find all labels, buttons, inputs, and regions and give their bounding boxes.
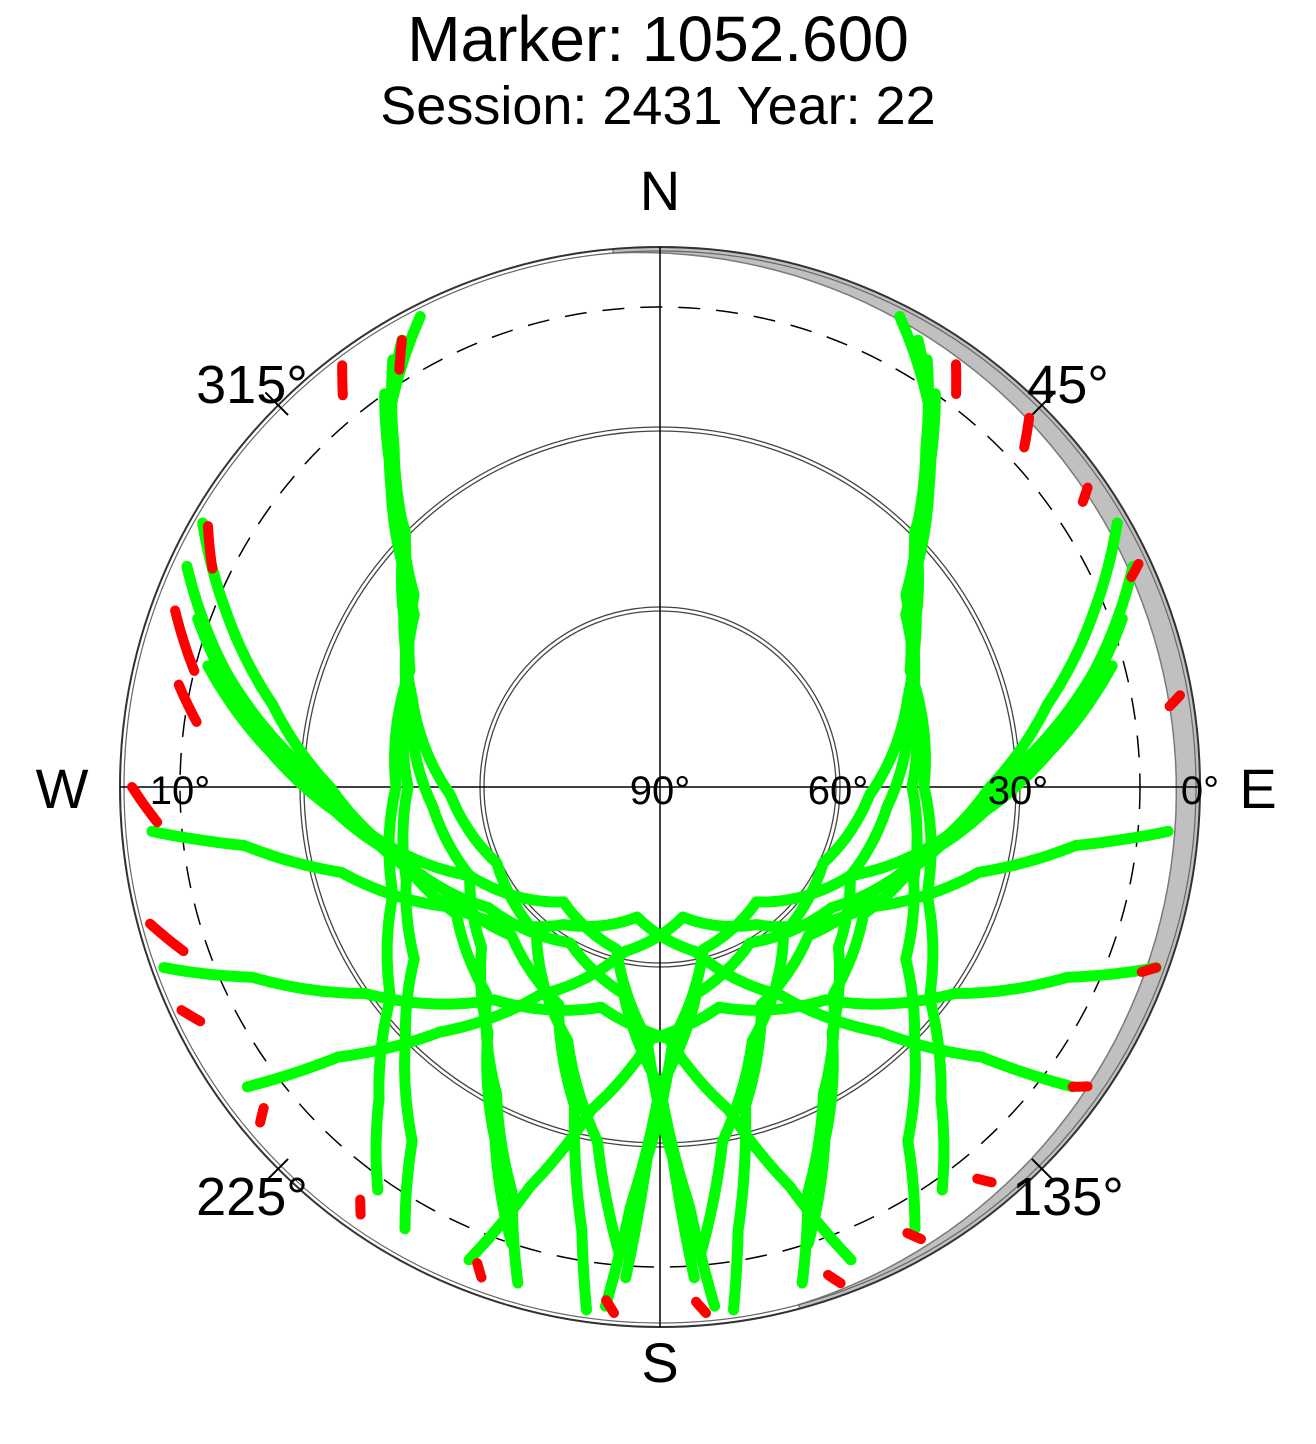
azimuth-label-135: 135°	[1012, 1167, 1124, 1227]
flagged-track-5	[127, 782, 163, 828]
flagged-track-6	[145, 918, 189, 957]
east-label: E	[1239, 757, 1276, 820]
flagged-track-15	[972, 1173, 997, 1188]
flagged-track-16	[902, 1228, 926, 1245]
flagged-track-9	[1019, 412, 1035, 453]
flagged-track-13	[1136, 962, 1162, 977]
azimuth-tick-225	[264, 1158, 289, 1183]
chart-title: Marker: 1052.600	[407, 3, 909, 75]
flagged-track-18	[691, 1296, 711, 1318]
north-label: N	[640, 159, 680, 222]
flagged-track-17	[823, 1269, 846, 1289]
flagged-track-0	[394, 335, 407, 375]
flagged-track-3	[170, 605, 200, 676]
elevation-label-0: 0°	[1181, 769, 1219, 813]
series-tracked	[146, 311, 1174, 1316]
flagged-track-19	[601, 1295, 619, 1318]
elevation-label-90: 90°	[630, 769, 691, 813]
flagged-track-22	[255, 1103, 269, 1128]
tracked-track-16	[146, 825, 1079, 1093]
tracked-track-18	[158, 962, 857, 1266]
flagged-track-10	[1077, 482, 1093, 507]
azimuth-tick-45	[1031, 391, 1056, 416]
flagged-track-4	[173, 679, 202, 727]
satellite-tracks	[127, 311, 1185, 1318]
azimuth-label-315: 315°	[196, 355, 308, 415]
tracked-track-15	[620, 660, 1118, 1284]
tracked-track-17	[241, 825, 1174, 1093]
flagged-track-12	[1164, 690, 1185, 712]
tracked-track-10	[197, 517, 524, 1289]
flagged-track-1	[337, 360, 348, 401]
chart-subtitle: Session: 2431 Year: 22	[380, 76, 936, 136]
flagged-track-20	[472, 1258, 487, 1283]
elevation-label-60: 60°	[808, 769, 869, 813]
flagged-track-11	[1126, 558, 1144, 583]
elevation-label-30: 30°	[988, 769, 1049, 813]
flagged-track-2	[202, 521, 218, 574]
series-flagged	[127, 335, 1185, 1318]
south-label: S	[641, 1331, 678, 1394]
elevation-label-10: 10°	[150, 769, 211, 813]
azimuth-label-225: 225°	[196, 1167, 308, 1227]
tracked-track-14	[796, 517, 1123, 1289]
tracked-track-3	[383, 311, 625, 1259]
azimuth-tick-315	[264, 391, 289, 416]
azimuth-tick-135	[1031, 1158, 1056, 1183]
tracked-track-7	[695, 311, 937, 1259]
azimuth-label-45: 45°	[1027, 355, 1109, 415]
tracked-track-19	[463, 962, 1162, 1266]
flagged-track-7	[176, 1005, 206, 1027]
west-label: W	[36, 757, 89, 820]
